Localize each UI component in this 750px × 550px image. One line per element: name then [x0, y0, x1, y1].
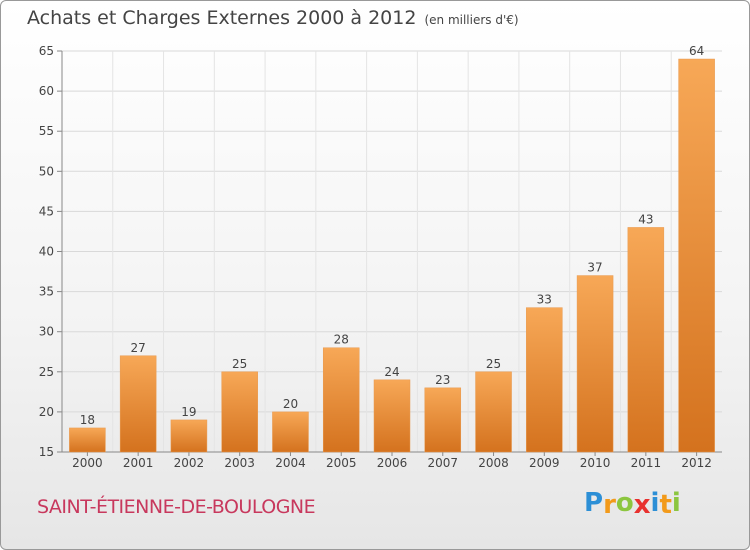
- value-label: 27: [131, 341, 146, 355]
- bar: [221, 371, 258, 453]
- bar: [424, 387, 462, 453]
- value-label: 64: [689, 44, 704, 58]
- place-name: SAINT-ÉTIENNE-DE-BOULOGNE: [37, 496, 316, 518]
- y-tick-label: 35: [39, 285, 54, 299]
- x-tick-label: 2007: [427, 456, 458, 470]
- x-tick-label: 2002: [174, 456, 205, 470]
- value-label: 23: [435, 373, 450, 387]
- y-tick-label: 65: [39, 44, 54, 58]
- x-tick-label: 2001: [123, 456, 154, 470]
- bar: [170, 419, 208, 453]
- x-tick-label: 2003: [224, 456, 255, 470]
- y-tick-label: 40: [39, 245, 54, 259]
- x-tick-label: 2012: [681, 456, 712, 470]
- y-tick-label: 25: [39, 365, 54, 379]
- y-tick-label: 15: [39, 445, 54, 459]
- x-tick-label: 2008: [478, 456, 509, 470]
- value-label: 43: [638, 212, 653, 226]
- x-tick-label: 2005: [326, 456, 357, 470]
- y-tick-label: 45: [39, 204, 54, 218]
- bar: [119, 355, 157, 453]
- logo-letter: i: [650, 488, 660, 518]
- y-tick-label: 55: [39, 124, 54, 138]
- logo-letter: t: [659, 490, 672, 520]
- x-tick-label: 2011: [631, 456, 662, 470]
- value-label: 25: [486, 357, 501, 371]
- chart-title: Achats et Charges Externes 2000 à 2012 (e…: [27, 7, 519, 29]
- value-label: 20: [283, 397, 298, 411]
- y-tick-label: 20: [39, 405, 54, 419]
- x-tick-label: 2006: [377, 456, 408, 470]
- x-tick-label: 2000: [72, 456, 103, 470]
- logo-letter: o: [615, 488, 634, 518]
- logo-letter: r: [603, 490, 616, 520]
- bar: [576, 275, 614, 453]
- logo-letter: x: [633, 490, 651, 520]
- x-tick-label: 2010: [580, 456, 611, 470]
- y-tick-label: 50: [39, 164, 54, 178]
- logo-letter: i: [671, 488, 681, 518]
- value-label: 37: [587, 261, 602, 275]
- value-label: 18: [80, 413, 95, 427]
- bar: [475, 371, 512, 453]
- y-tick-label: 30: [39, 325, 54, 339]
- bar: [526, 307, 563, 453]
- y-tick-label: 60: [39, 84, 54, 98]
- value-label: 33: [537, 293, 552, 307]
- bar: [373, 379, 411, 453]
- bar: [627, 227, 665, 453]
- chart-subtitle: (en milliers d'€): [424, 13, 519, 27]
- value-label: 25: [232, 357, 247, 371]
- bar: [678, 58, 715, 453]
- bar: [69, 427, 106, 453]
- logo-letter: P: [584, 488, 604, 518]
- value-label: 28: [334, 333, 349, 347]
- bar: [272, 411, 309, 453]
- chart-title-text: Achats et Charges Externes 2000 à 2012: [27, 7, 417, 29]
- x-tick-label: 2004: [275, 456, 306, 470]
- value-label: 24: [384, 365, 399, 379]
- proxiti-logo: Proxiti: [584, 488, 681, 520]
- x-tick-label: 2009: [529, 456, 560, 470]
- value-label: 19: [181, 405, 196, 419]
- bar: [322, 347, 360, 453]
